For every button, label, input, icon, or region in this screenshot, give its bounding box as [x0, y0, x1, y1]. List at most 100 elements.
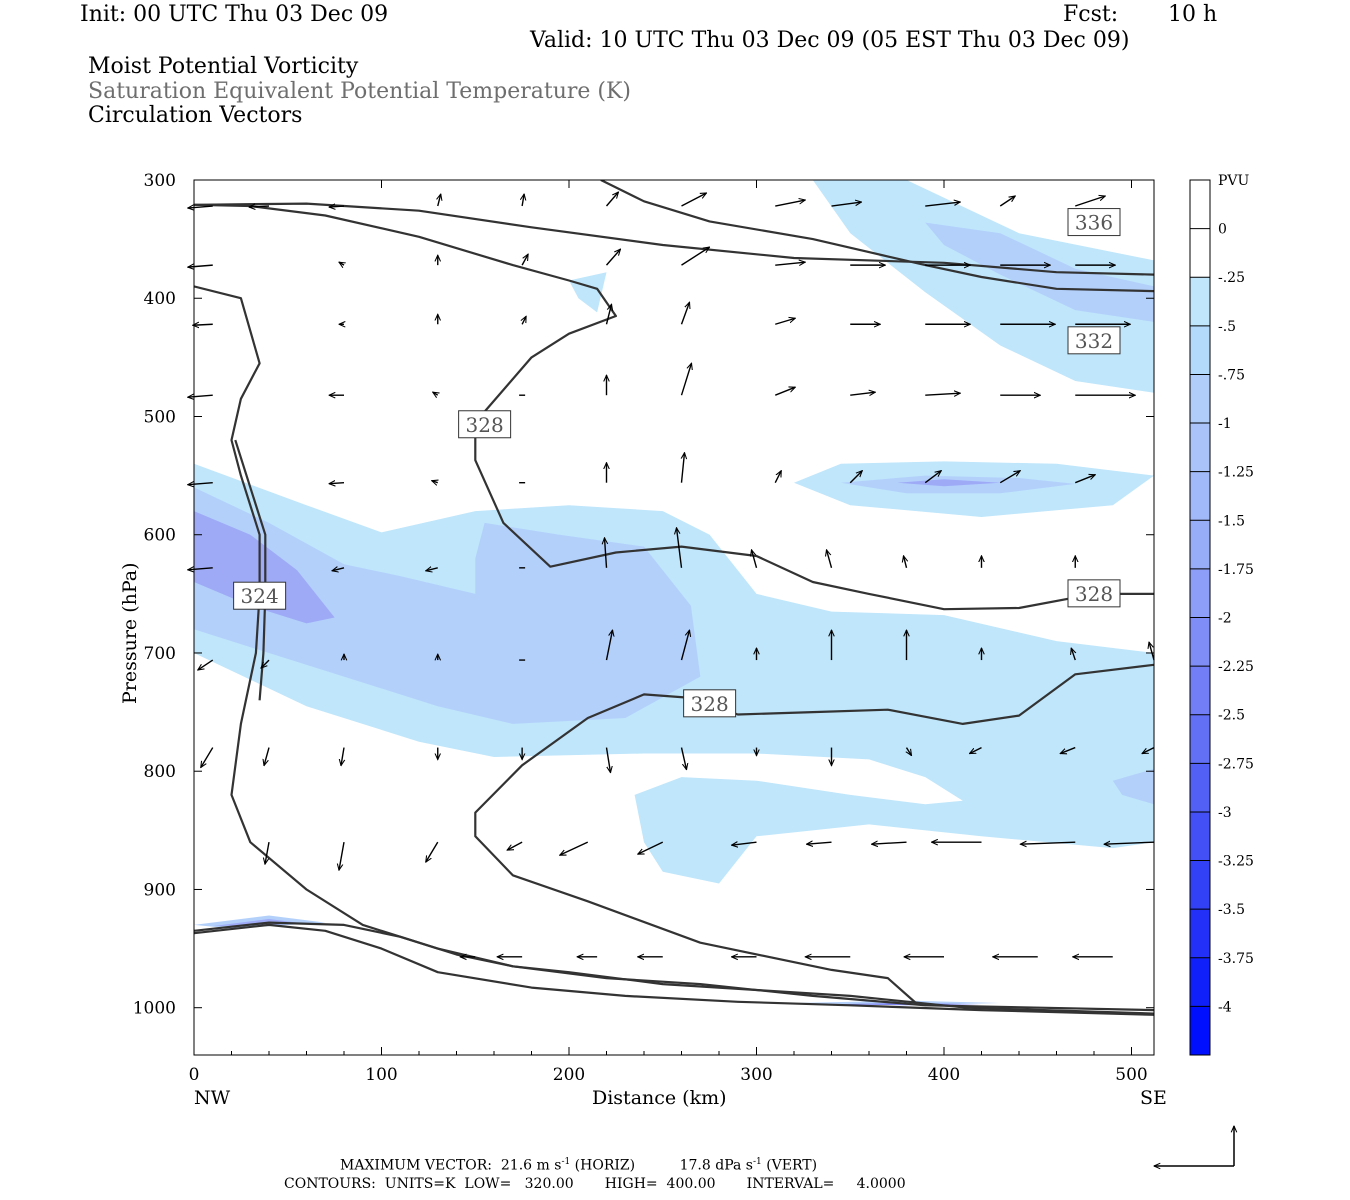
colorbar-label: -2.75 — [1218, 756, 1254, 772]
vector-arrow — [329, 483, 345, 484]
forecast-hour: 10 h — [1168, 2, 1218, 27]
plot-frame — [193, 179, 1155, 1056]
max-vector-horiz-exp: -1 — [561, 1157, 571, 1167]
colorbar-swatch — [1190, 520, 1210, 570]
colorbar-label: -.75 — [1218, 367, 1245, 383]
vector-arrow — [560, 841, 589, 856]
vector-arrow — [265, 842, 270, 864]
vector-arrow — [1075, 196, 1105, 207]
colorbar-label: -1.25 — [1218, 465, 1254, 481]
vector-arrow — [924, 471, 941, 484]
max-vector-horiz: 21.6 m s — [500, 1157, 562, 1174]
vector-arrow — [341, 747, 344, 766]
colorbar-swatch — [1190, 763, 1210, 813]
init-time: Init: 00 UTC Thu 03 Dec 09 — [80, 2, 389, 27]
valid-time: Valid: 10 UTC Thu 03 Dec 09 (05 EST Thu … — [530, 28, 1130, 53]
vector-arrow — [680, 630, 690, 661]
contour-label-box — [458, 410, 512, 439]
contour-label-box — [1067, 326, 1121, 355]
mpv-region — [569, 272, 607, 313]
max-vector-vert-unit: (VERT) — [766, 1157, 818, 1174]
colorbar-swatch — [1190, 277, 1210, 327]
vector-arrow — [774, 387, 795, 396]
vector-arrow — [682, 453, 685, 483]
colorbar-label: -1.75 — [1218, 562, 1254, 578]
vector-arrow — [1142, 746, 1155, 755]
y-tick-label: 1000 — [133, 999, 176, 1019]
circulation-vectors — [188, 192, 1155, 957]
contour-label: 328 — [1075, 582, 1113, 606]
y-tick-label: 700 — [144, 644, 176, 664]
colorbar-label: -1.5 — [1218, 513, 1245, 529]
contour-label: 324 — [241, 584, 279, 608]
vector-arrow — [201, 747, 214, 768]
colorbar-swatch — [1190, 617, 1210, 667]
max-vector-vert-exp: -1 — [752, 1157, 762, 1167]
vector-arrow — [774, 471, 782, 484]
colorbar-swatch — [1190, 180, 1210, 230]
colorbar-title: PVU — [1218, 173, 1250, 189]
vector-arrow — [188, 206, 213, 208]
vector-arrow — [925, 202, 960, 207]
contour-line — [474, 663, 1154, 1004]
max-vector-label: MAXIMUM VECTOR: — [340, 1157, 492, 1174]
x-tick-label: 200 — [553, 1065, 585, 1085]
colorbar-swatch — [1190, 374, 1210, 424]
colorbar-swatch — [1190, 666, 1210, 716]
x-end-label-left: NW — [194, 1087, 231, 1109]
vector-arrow — [638, 841, 664, 855]
y-tick-label: 800 — [144, 762, 176, 782]
vector-arrow — [775, 262, 805, 265]
vector-arrow — [605, 192, 619, 207]
colorbar-swatch — [1190, 714, 1210, 764]
colorbar-swatch — [1190, 1006, 1210, 1056]
vector-arrow — [1074, 475, 1095, 484]
vector-arrow — [807, 842, 832, 844]
y-tick-label: 600 — [144, 526, 176, 546]
y-tick-label: 500 — [144, 407, 176, 427]
vector-arrow — [433, 392, 438, 395]
colorbar-label: -4 — [1218, 999, 1232, 1015]
colorbar-label: -2 — [1218, 611, 1232, 627]
field-title-theta-es: Saturation Equivalent Potential Temperat… — [88, 79, 631, 104]
vector-arrow — [188, 265, 213, 267]
vector-arrow — [1060, 746, 1076, 754]
vector-arrow — [522, 316, 527, 325]
colorbar-swatch — [1190, 568, 1210, 618]
vector-arrow — [426, 568, 438, 571]
contour-label-box — [683, 689, 737, 718]
colorbar-label: -1 — [1218, 416, 1232, 432]
y-axis-label: Pressure (hPa) — [119, 562, 141, 704]
x-end-label-right: SE — [1140, 1087, 1167, 1109]
vector-arrow — [1071, 648, 1075, 661]
field-title-mpv: Moist Potential Vorticity — [88, 54, 359, 79]
theta-es-contours — [194, 180, 1154, 1016]
x-tick-label: 400 — [928, 1065, 960, 1085]
vector-arrow — [849, 471, 862, 484]
vector-arrow — [339, 842, 345, 870]
vector-arrow — [605, 630, 613, 661]
contour-line — [194, 921, 1154, 1015]
vector-arrow — [261, 659, 270, 668]
vector-arrow — [850, 392, 875, 395]
colorbar-swatch — [1190, 860, 1210, 910]
x-tick-label: 500 — [1115, 1065, 1147, 1085]
mpv-shading — [194, 180, 1154, 1006]
colorbar-label: -2.5 — [1218, 708, 1245, 724]
contour-label: 328 — [466, 413, 504, 437]
vector-arrow — [904, 556, 907, 569]
contour-line — [600, 180, 1154, 293]
mpv-region — [1112, 768, 1154, 805]
vector-arrow — [605, 538, 607, 568]
vector-arrow — [188, 568, 213, 570]
y-tick-label: 900 — [144, 880, 176, 900]
vector-arrow — [426, 841, 439, 862]
vector-arrow — [188, 395, 213, 397]
vector-arrow — [732, 842, 757, 845]
vector-arrow — [970, 746, 982, 755]
max-vector-horiz-unit: (HORIZ) — [574, 1157, 636, 1174]
contour-labels: 336 332 328 324 328 328 — [233, 208, 1121, 718]
vector-arrow — [680, 302, 690, 325]
axes: 0 100 200 300 400 500 300 400 500 600 700 800 900 100… — [133, 171, 1154, 1085]
